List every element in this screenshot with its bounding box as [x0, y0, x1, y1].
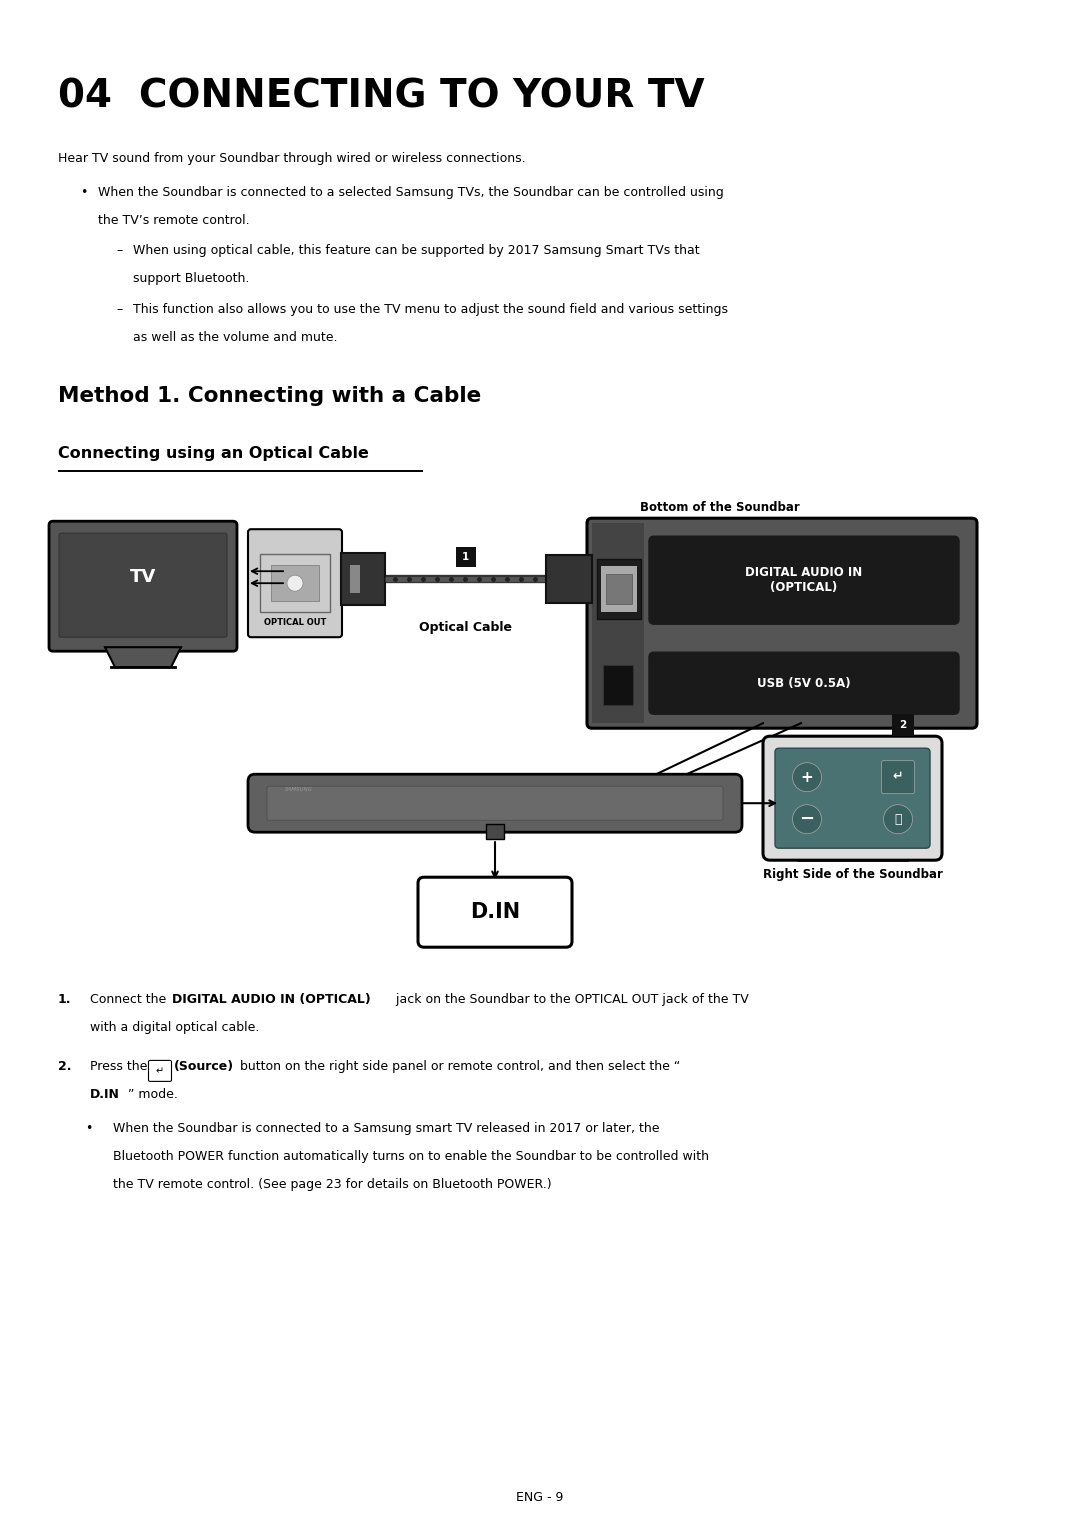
FancyBboxPatch shape — [775, 748, 930, 849]
Circle shape — [883, 804, 913, 833]
Bar — [600, 567, 637, 613]
Text: 1.: 1. — [58, 993, 71, 1007]
Text: ” mode.: ” mode. — [129, 1088, 178, 1102]
Text: D.IN: D.IN — [90, 1088, 120, 1102]
Text: ↵: ↵ — [893, 771, 903, 784]
Text: jack on the Soundbar to the OPTICAL OUT jack of the TV: jack on the Soundbar to the OPTICAL OUT … — [392, 993, 748, 1007]
Text: –: – — [116, 245, 122, 257]
Bar — [341, 553, 384, 605]
Text: 04  CONNECTING TO YOUR TV: 04 CONNECTING TO YOUR TV — [58, 77, 704, 115]
Text: with a digital optical cable.: with a digital optical cable. — [90, 1022, 259, 1034]
Text: DIGITAL AUDIO IN (OPTICAL): DIGITAL AUDIO IN (OPTICAL) — [172, 993, 370, 1007]
Text: ⏻: ⏻ — [894, 812, 902, 826]
Text: Hear TV sound from your Soundbar through wired or wireless connections.: Hear TV sound from your Soundbar through… — [58, 152, 526, 165]
Bar — [546, 555, 592, 604]
Text: Right Side of the Soundbar: Right Side of the Soundbar — [762, 869, 943, 881]
Bar — [597, 559, 642, 619]
Text: Connecting using an Optical Cable: Connecting using an Optical Cable — [58, 446, 369, 461]
Text: (Source): (Source) — [174, 1060, 234, 1074]
FancyBboxPatch shape — [248, 774, 742, 832]
Bar — [350, 565, 360, 593]
FancyBboxPatch shape — [248, 529, 342, 637]
Text: ENG - 9: ENG - 9 — [516, 1491, 564, 1504]
Text: support Bluetooth.: support Bluetooth. — [133, 273, 249, 285]
Text: Connect the: Connect the — [90, 993, 171, 1007]
FancyBboxPatch shape — [649, 653, 959, 714]
Text: Bluetooth POWER function automatically turns on to enable the Soundbar to be con: Bluetooth POWER function automatically t… — [113, 1151, 708, 1163]
Text: 1: 1 — [462, 552, 469, 562]
Text: This function also allows you to use the TV menu to adjust the sound field and v: This function also allows you to use the… — [133, 303, 728, 316]
Text: ↵: ↵ — [156, 1066, 164, 1075]
Bar — [892, 714, 914, 737]
Text: Bottom of the Soundbar: Bottom of the Soundbar — [640, 501, 800, 515]
Text: When the Soundbar is connected to a selected Samsung TVs, the Soundbar can be co: When the Soundbar is connected to a sele… — [98, 185, 724, 199]
Circle shape — [287, 574, 303, 591]
Bar — [260, 555, 330, 613]
Circle shape — [793, 804, 822, 833]
Text: 2: 2 — [900, 720, 906, 731]
Bar — [592, 524, 644, 723]
Text: SAMSUNG: SAMSUNG — [285, 787, 313, 792]
FancyBboxPatch shape — [588, 518, 977, 728]
Text: as well as the volume and mute.: as well as the volume and mute. — [133, 331, 337, 345]
Circle shape — [793, 763, 822, 792]
Bar — [271, 565, 319, 601]
Text: Method 1. Connecting with a Cable: Method 1. Connecting with a Cable — [58, 386, 482, 406]
Bar — [606, 574, 632, 604]
Text: USB (5V 0.5A): USB (5V 0.5A) — [757, 677, 851, 689]
Text: button on the right side panel or remote control, and then select the “: button on the right side panel or remote… — [237, 1060, 680, 1074]
FancyBboxPatch shape — [49, 521, 237, 651]
FancyBboxPatch shape — [59, 533, 227, 637]
Text: −: − — [799, 810, 814, 829]
Text: the TV remote control. (See page 23 for details on Bluetooth POWER.): the TV remote control. (See page 23 for … — [113, 1178, 552, 1190]
FancyBboxPatch shape — [418, 878, 572, 947]
Text: 2.: 2. — [58, 1060, 71, 1074]
Text: +: + — [800, 769, 813, 784]
FancyBboxPatch shape — [149, 1060, 172, 1082]
Text: D.IN: D.IN — [470, 902, 521, 922]
Bar — [456, 547, 475, 567]
Text: DIGITAL AUDIO IN
(OPTICAL): DIGITAL AUDIO IN (OPTICAL) — [745, 567, 863, 594]
Bar — [603, 665, 633, 705]
FancyBboxPatch shape — [267, 786, 723, 820]
FancyBboxPatch shape — [762, 737, 942, 859]
FancyBboxPatch shape — [881, 761, 915, 794]
FancyBboxPatch shape — [649, 536, 959, 624]
Text: –: – — [116, 303, 122, 316]
Bar — [486, 824, 504, 840]
Text: TV: TV — [130, 568, 157, 587]
Text: When using optical cable, this feature can be supported by 2017 Samsung Smart TV: When using optical cable, this feature c… — [133, 245, 700, 257]
Polygon shape — [105, 647, 181, 668]
Text: Press the: Press the — [90, 1060, 151, 1074]
Text: When the Soundbar is connected to a Samsung smart TV released in 2017 or later, : When the Soundbar is connected to a Sams… — [113, 1121, 660, 1135]
Text: the TV’s remote control.: the TV’s remote control. — [98, 213, 249, 227]
Text: •: • — [85, 1121, 93, 1135]
Text: •: • — [80, 185, 87, 199]
Text: Optical Cable: Optical Cable — [419, 620, 512, 634]
Text: OPTICAL OUT: OPTICAL OUT — [264, 619, 326, 627]
